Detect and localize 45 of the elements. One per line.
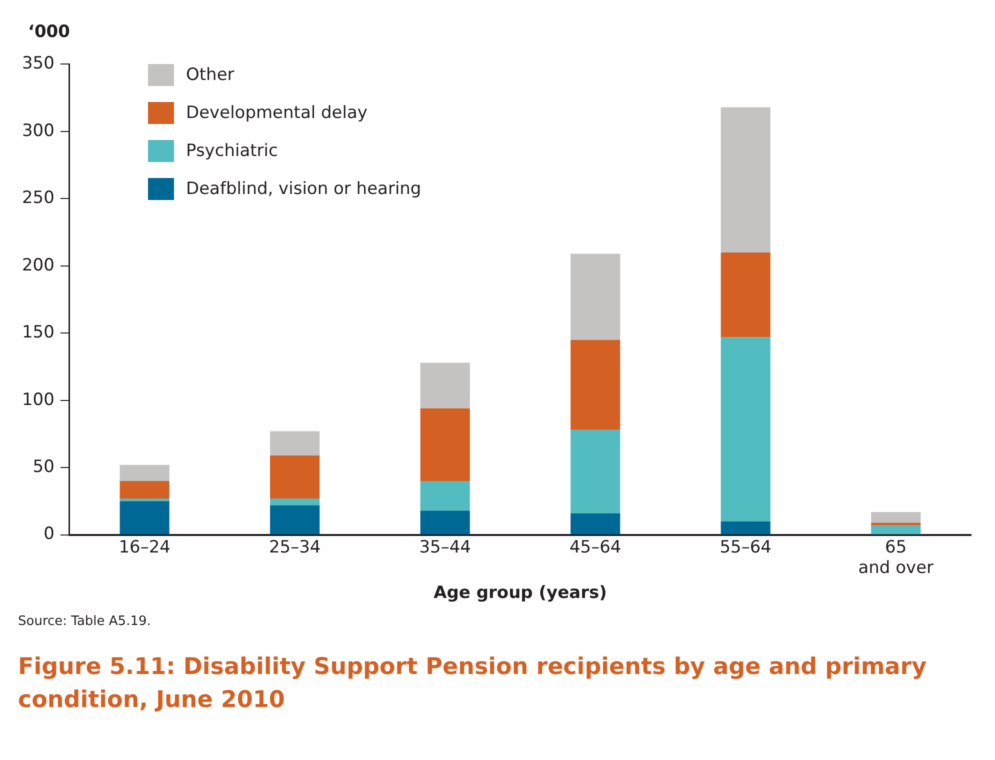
bar xyxy=(120,501,170,534)
x-axis-title: Age group (years) xyxy=(434,583,607,604)
x-tick-label: 25–34 xyxy=(268,537,321,558)
y-tick-label: 250 xyxy=(22,188,54,208)
bar xyxy=(420,362,470,408)
bar xyxy=(120,481,170,498)
y-tick-label: 200 xyxy=(22,255,54,276)
x-tick-label: 35–44 xyxy=(419,537,471,558)
y-axis-title: ‘000 xyxy=(28,22,71,42)
y-tick-label: 300 xyxy=(22,120,54,141)
x-tick-label: 65 and over xyxy=(858,537,934,578)
bar xyxy=(871,522,921,526)
x-tick-label: 45–64 xyxy=(569,537,622,558)
legend-label: Other xyxy=(186,65,234,85)
text: Figure 5.11: Disability Support Pension recipients by age and primary condition, June 2010 xyxy=(18,653,928,716)
source-note: Source: Table A5.19. xyxy=(18,614,152,629)
legend-label: Developmental delay xyxy=(186,103,368,123)
bar xyxy=(570,340,620,430)
y-tick-label: 50 xyxy=(32,456,54,477)
bar xyxy=(120,498,170,502)
bar xyxy=(120,464,170,482)
bar xyxy=(871,512,921,523)
y-tick-label: 350 xyxy=(22,54,54,74)
bar xyxy=(420,408,470,482)
bar xyxy=(570,254,620,340)
x-tick-label: 16–24 xyxy=(118,537,170,558)
bar xyxy=(720,521,770,534)
bar xyxy=(420,510,470,534)
bar xyxy=(720,252,770,338)
y-tick-label: 100 xyxy=(22,390,54,410)
y-tick-label: 0 xyxy=(44,524,54,544)
legend-label: Deafblind, vision or hearing xyxy=(186,179,422,199)
legend-label: Psychiatric xyxy=(186,141,278,161)
bar xyxy=(720,107,770,252)
bar xyxy=(270,498,320,506)
bar xyxy=(270,505,320,534)
bar xyxy=(270,431,320,456)
bar xyxy=(570,513,620,534)
bar xyxy=(420,481,470,511)
bar xyxy=(270,455,320,498)
bar xyxy=(871,525,921,534)
x-tick-label: 55–64 xyxy=(720,537,772,558)
bar xyxy=(570,430,620,514)
y-tick-label: 150 xyxy=(22,322,54,343)
bar xyxy=(720,337,770,522)
